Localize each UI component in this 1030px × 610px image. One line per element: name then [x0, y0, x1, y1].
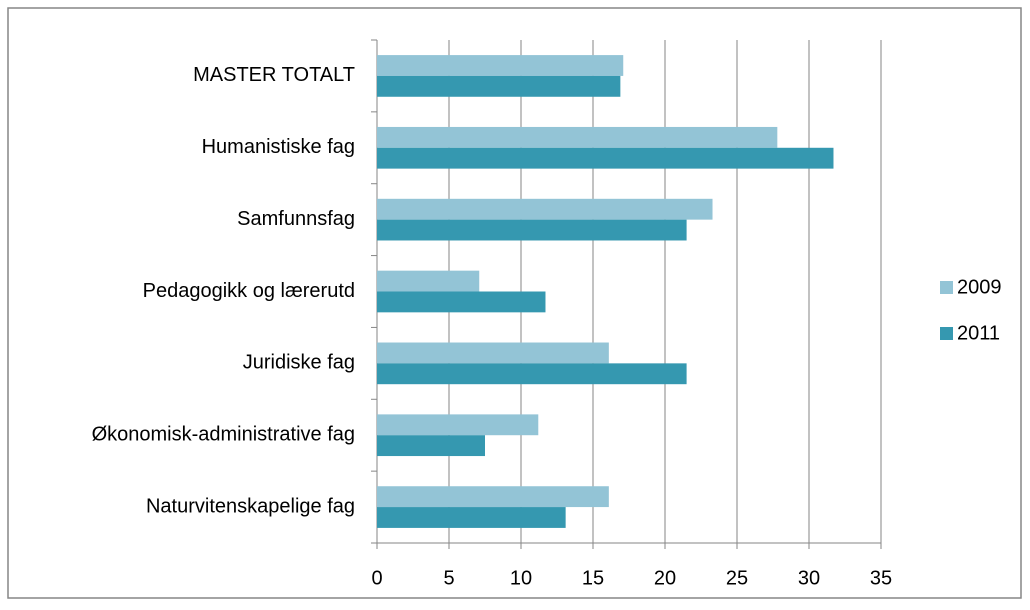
legend-swatch: [940, 327, 953, 340]
bar: [377, 486, 609, 508]
bar: [377, 435, 485, 457]
bar: [377, 75, 621, 97]
legend-swatch: [940, 281, 953, 294]
x-tick-label: 0: [371, 567, 382, 589]
x-tick-label: 30: [798, 567, 820, 589]
bar: [377, 291, 546, 313]
bar: [377, 270, 480, 292]
y-tick-label: Naturvitenskapelige fag: [146, 495, 355, 517]
x-tick-label: 10: [510, 567, 532, 589]
x-tick-label: 25: [726, 567, 748, 589]
y-tick-label: Pedagogikk og lærerutd: [143, 280, 355, 302]
bar: [377, 414, 539, 436]
y-tick-label: Juridiske fag: [243, 352, 355, 374]
bar: [377, 147, 834, 169]
bar: [377, 55, 624, 76]
y-tick-label: Samfunnsfag: [237, 208, 355, 230]
y-tick-label: Humanistiske fag: [202, 136, 355, 158]
y-tick-label: Økonomisk-administrative fag: [92, 423, 355, 445]
x-tick-label: 15: [582, 567, 604, 589]
bar: [377, 219, 687, 241]
x-tick-label: 35: [870, 567, 892, 589]
y-tick-label: MASTER TOTALT: [193, 64, 355, 86]
bar: [377, 198, 713, 220]
x-tick-label: 20: [654, 567, 676, 589]
bar: [377, 342, 609, 364]
bar: [377, 507, 566, 528]
bar: [377, 126, 778, 148]
bar: [377, 363, 687, 385]
legend-label: 2009: [957, 276, 1002, 298]
legend-label: 2011: [957, 322, 1000, 344]
x-tick-label: 5: [443, 567, 454, 589]
